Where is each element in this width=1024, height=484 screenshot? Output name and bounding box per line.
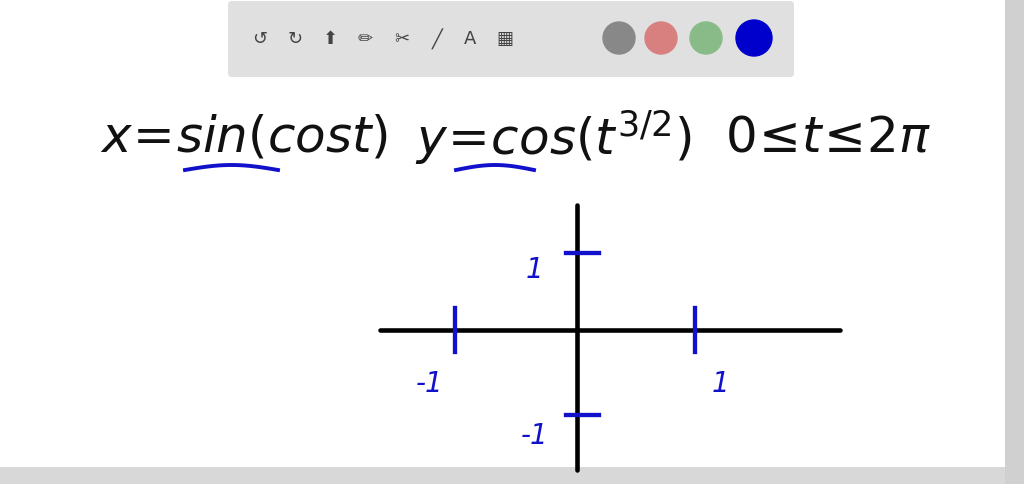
Text: ↺: ↺ bbox=[253, 30, 267, 48]
Text: 1: 1 bbox=[525, 256, 543, 284]
Text: ✂: ✂ bbox=[394, 30, 410, 48]
Text: ╱: ╱ bbox=[431, 29, 442, 49]
Bar bbox=[1005, 0, 1024, 484]
Text: ⬆: ⬆ bbox=[323, 30, 338, 48]
Text: -1: -1 bbox=[520, 422, 548, 450]
Text: ↻: ↻ bbox=[288, 30, 302, 48]
FancyBboxPatch shape bbox=[228, 1, 794, 77]
Text: $0\!\leq\!t\!\leq\!2\pi$: $0\!\leq\!t\!\leq\!2\pi$ bbox=[725, 113, 931, 163]
Bar bbox=[0, 467, 1005, 484]
Circle shape bbox=[603, 22, 635, 54]
Circle shape bbox=[645, 22, 677, 54]
Text: 1: 1 bbox=[712, 370, 729, 398]
Text: A: A bbox=[464, 30, 476, 48]
Text: ✏: ✏ bbox=[357, 30, 373, 48]
Circle shape bbox=[690, 22, 722, 54]
Circle shape bbox=[736, 20, 772, 56]
Text: $\mathit{x\!=\!sin(cost)}$: $\mathit{x\!=\!sin(cost)}$ bbox=[100, 113, 388, 163]
Text: -1: -1 bbox=[416, 370, 443, 398]
Text: ▦: ▦ bbox=[497, 30, 513, 48]
Text: $\mathit{y\!=\!cos(t^{3/2})}$: $\mathit{y\!=\!cos(t^{3/2})}$ bbox=[415, 108, 691, 167]
